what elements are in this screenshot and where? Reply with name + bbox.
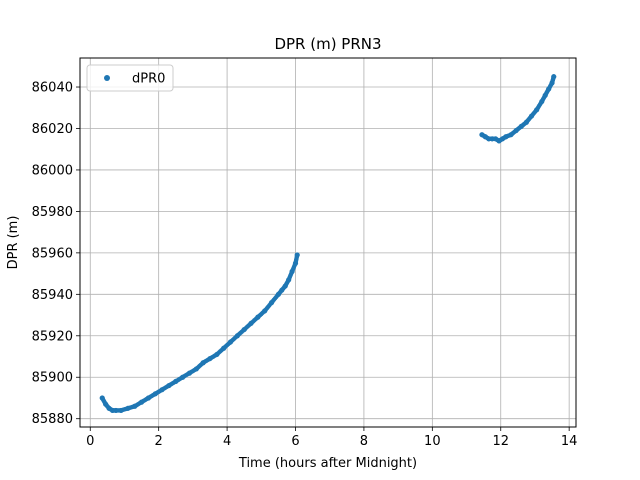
data-point: [551, 74, 557, 80]
plot-frame: [79, 57, 577, 428]
legend-label-dpr0: dPR0: [132, 72, 165, 87]
x-tick-label: 6: [291, 434, 299, 449]
grid-lines: [80, 58, 576, 427]
x-tick-label: 2: [155, 434, 163, 449]
chart-title: DPR (m) PRN3: [274, 35, 381, 53]
y-tick-label: 85980: [32, 205, 73, 220]
y-tick-label: 86020: [32, 122, 73, 137]
x-tick-label: 12: [492, 434, 509, 449]
data-point: [294, 252, 300, 258]
x-tick-label: 0: [86, 434, 94, 449]
y-tick-label: 85940: [32, 288, 73, 303]
y-tick-label: 85960: [32, 246, 73, 261]
y-tick-label: 85920: [32, 329, 73, 344]
x-axis-label: Time (hours after Midnight): [238, 456, 417, 471]
y-axis-label: DPR (m): [6, 216, 21, 270]
y-tick-label: 86040: [32, 81, 73, 96]
axis-ticks: 0 2 4 6 8 10 12 14 85880 85900 85920 85940 85960 8598…: [32, 81, 578, 449]
legend-box: [86, 64, 174, 92]
x-tick-label: 14: [561, 434, 578, 449]
y-tick-label: 85880: [32, 412, 73, 427]
legend-marker: [104, 75, 110, 81]
data-points: [99, 74, 557, 414]
legend: dPR0: [86, 64, 174, 92]
x-tick-label: 10: [424, 434, 441, 449]
y-tick-label: 86000: [32, 163, 73, 178]
y-tick-label: 85900: [32, 371, 73, 386]
x-tick-label: 8: [360, 434, 368, 449]
x-tick-label: 4: [223, 434, 231, 449]
